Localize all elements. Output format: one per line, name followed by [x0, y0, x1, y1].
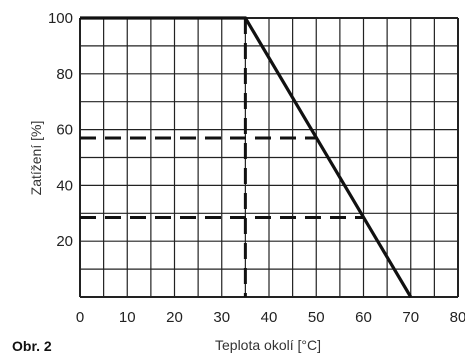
x-tick-label: 50 [308, 309, 325, 326]
y-tick-label: 60 [56, 122, 73, 139]
series [80, 16, 413, 298]
x-tick-label: 20 [166, 309, 183, 326]
y-tick-label: 100 [48, 10, 73, 27]
y-tick-label: 20 [56, 233, 73, 250]
x-tick-label: 70 [402, 309, 419, 326]
x-axis-label: Teplota okolí [°C] [215, 337, 321, 353]
y-axis-label: Zatížení [%] [28, 121, 44, 196]
y-tick-label: 40 [56, 177, 73, 194]
reference-lines [80, 18, 364, 297]
x-tick-label: 60 [355, 309, 372, 326]
grid [79, 17, 459, 298]
x-tick-label: 10 [119, 309, 136, 326]
x-tick-label: 0 [76, 309, 84, 326]
x-tick-label: 30 [213, 309, 230, 326]
figure-caption: Obr. 2 [12, 338, 52, 354]
x-tick-label: 40 [261, 309, 278, 326]
y-tick-labels: 20 40 60 80 100 [48, 10, 73, 250]
x-tick-label: 80 [450, 309, 465, 326]
series-line [80, 16, 413, 298]
y-tick-label: 80 [56, 66, 73, 83]
x-tick-labels: 0 10 20 30 40 50 60 70 80 [76, 309, 465, 326]
